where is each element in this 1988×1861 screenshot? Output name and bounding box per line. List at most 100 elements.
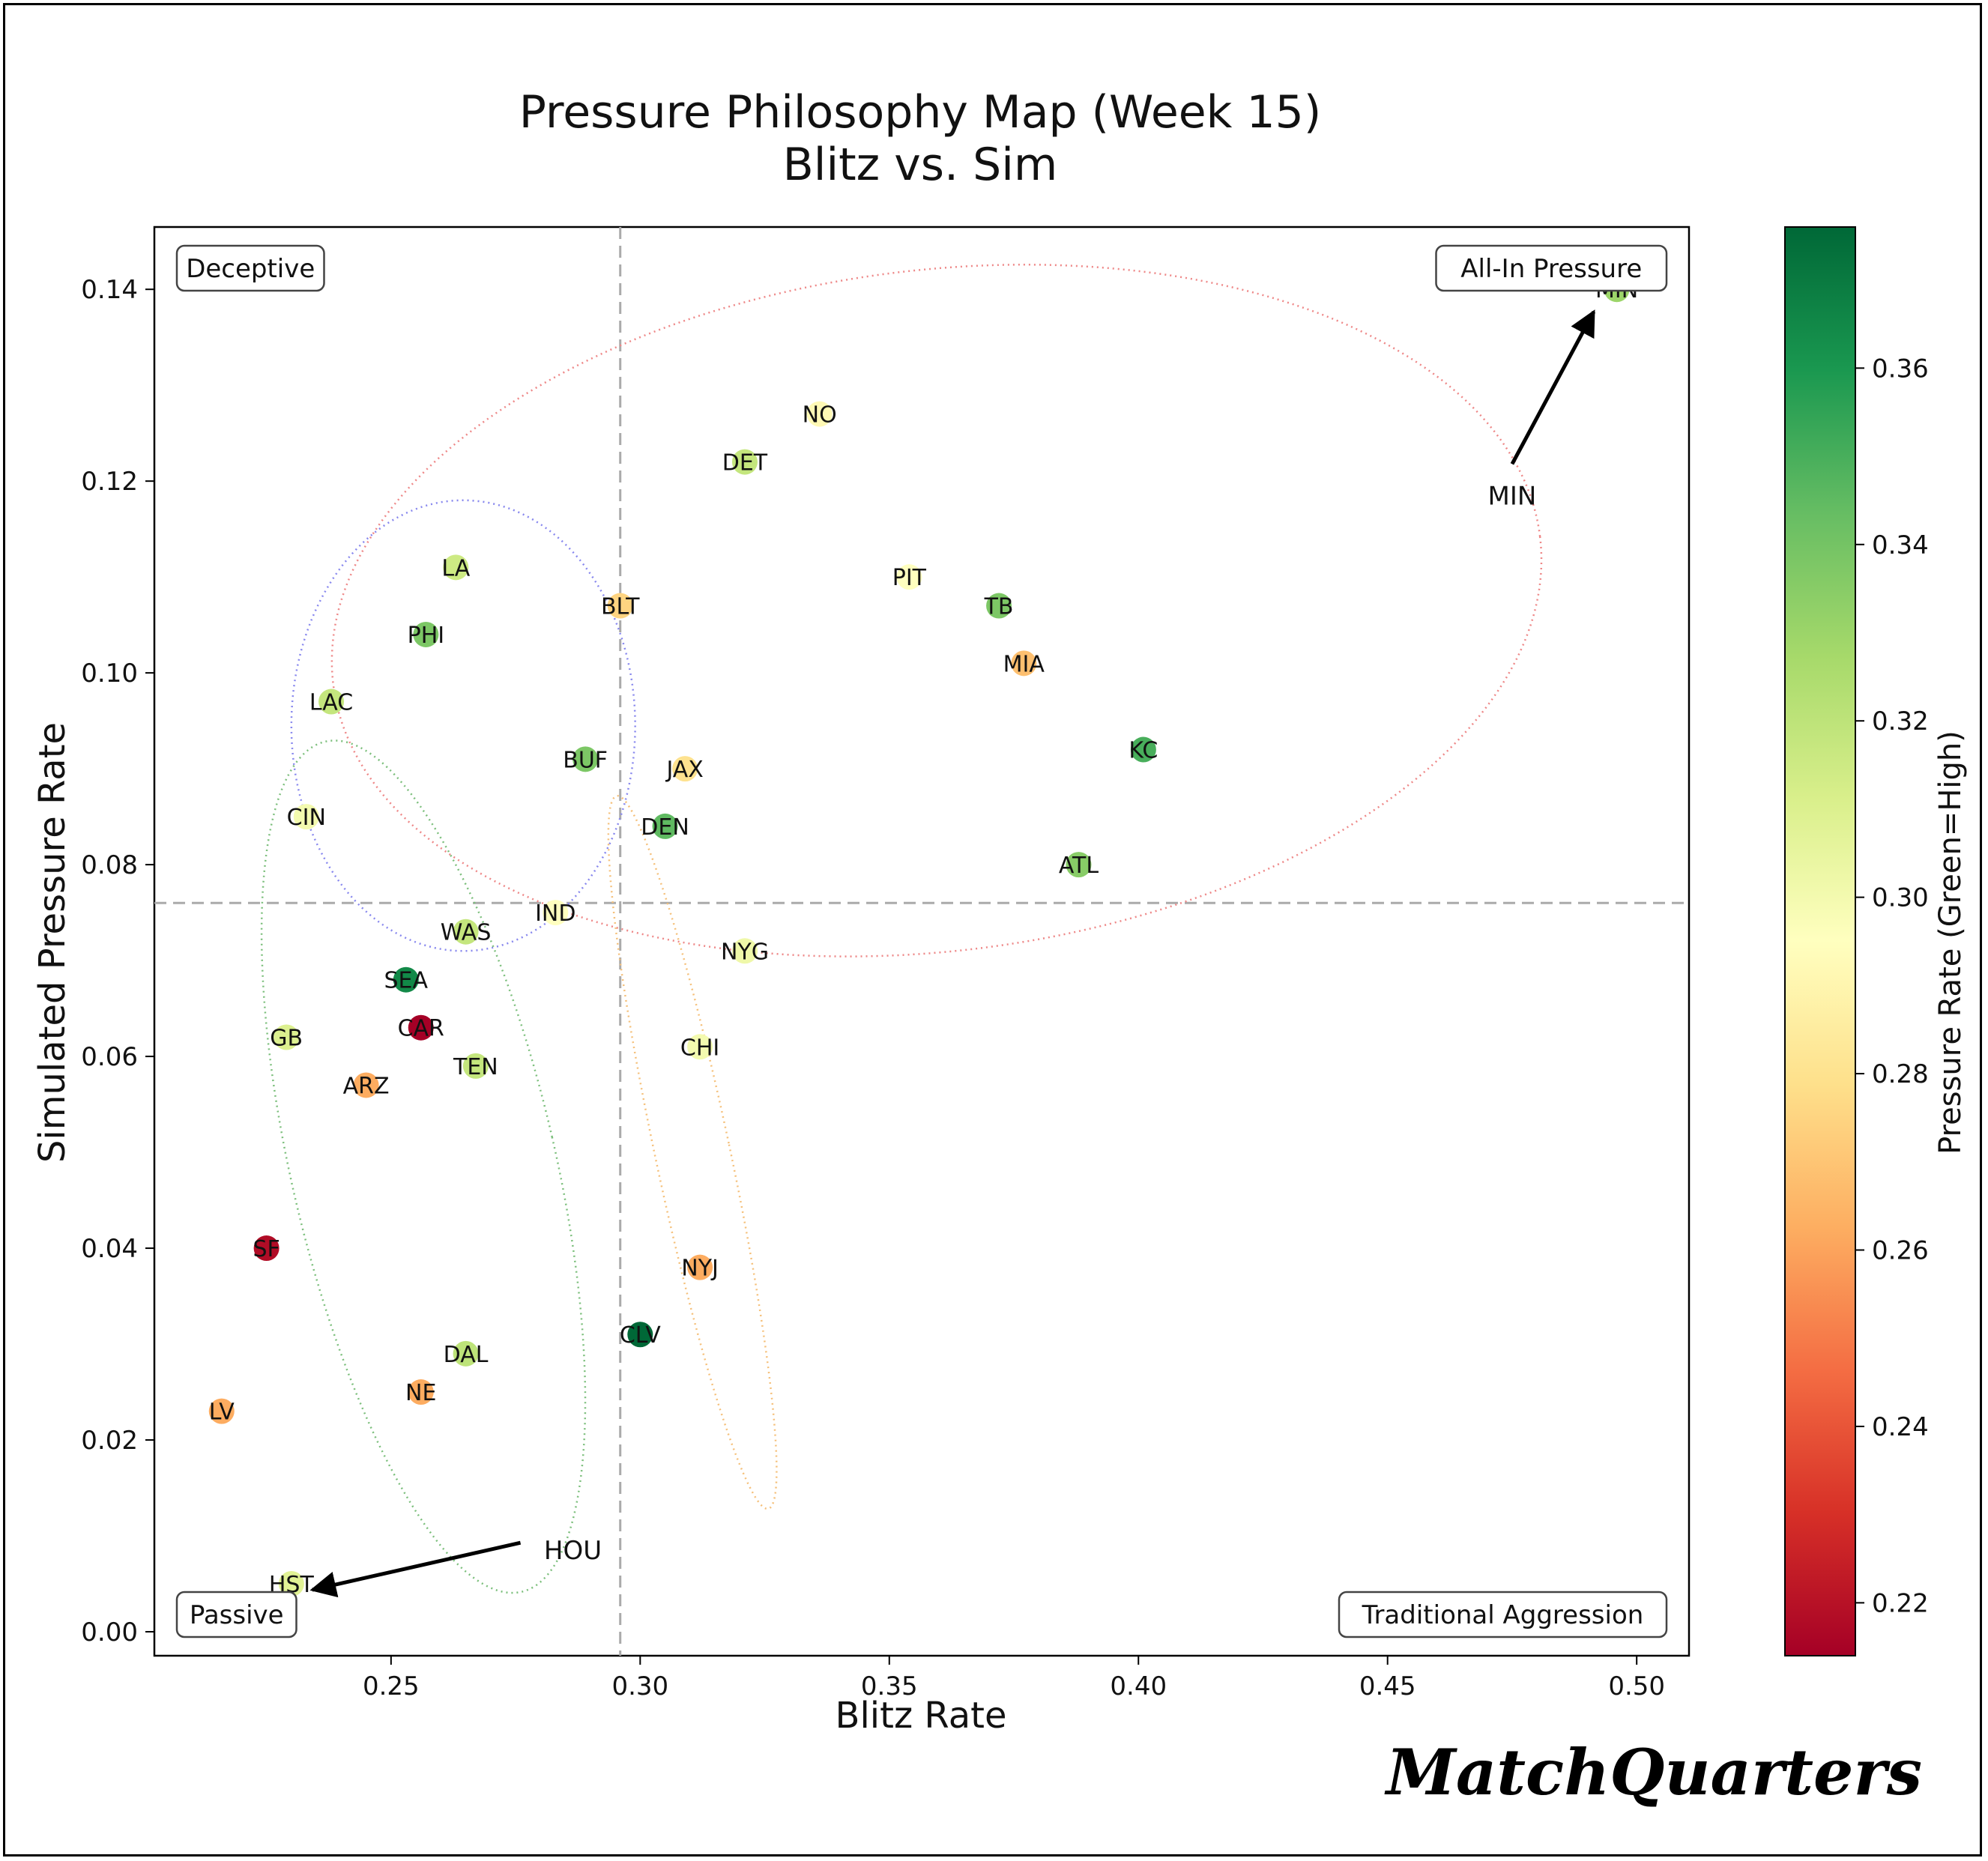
data-point-tb[interactable]	[986, 593, 1012, 619]
point-label-pit: PIT	[892, 565, 927, 591]
quadrant-label-box	[1338, 1591, 1668, 1638]
y-tick-label: 0.14	[81, 275, 138, 305]
data-point-cin[interactable]	[293, 804, 319, 830]
colorbar-tick-label: 0.30	[1872, 883, 1929, 913]
y-tick-label: 0.04	[81, 1234, 138, 1264]
x-axis-label: Blitz Rate	[836, 1695, 1007, 1737]
quadrant-label-top-left: Deceptive	[175, 244, 325, 292]
point-label-sea: SEA	[384, 968, 429, 994]
point-label-jax: JAX	[665, 757, 703, 783]
data-point-den[interactable]	[652, 813, 678, 839]
colorbar-tick-label: 0.34	[1872, 530, 1929, 560]
figure-frame	[3, 3, 1982, 1857]
data-point-no[interactable]	[806, 401, 833, 427]
point-label-no: NO	[803, 402, 837, 429]
cluster-ellipse-blue	[290, 499, 636, 952]
x-tick-label: 0.35	[861, 1671, 918, 1701]
point-label-blt: BLT	[601, 594, 640, 620]
quadrant-label-box	[1435, 244, 1668, 292]
data-point-was[interactable]	[453, 919, 479, 945]
point-label-car: CAR	[398, 1016, 444, 1042]
data-point-ten[interactable]	[462, 1053, 489, 1079]
cluster-ellipse-orange	[607, 794, 778, 1510]
point-label-cin: CIN	[287, 805, 326, 831]
data-point-nyg[interactable]	[731, 938, 758, 964]
y-tick-label: 0.00	[81, 1618, 138, 1647]
quadrant-label-text: Deceptive	[186, 254, 315, 284]
point-label-ne: NE	[405, 1380, 436, 1406]
point-label-buf: BUF	[563, 747, 608, 773]
point-label-chi: CHI	[680, 1035, 719, 1061]
data-point-clv[interactable]	[627, 1322, 653, 1348]
data-point-kc[interactable]	[1130, 736, 1156, 763]
y-axis-label: Simulated Pressure Rate	[31, 722, 73, 1163]
data-point-arz[interactable]	[353, 1072, 379, 1098]
data-point-gb[interactable]	[274, 1024, 300, 1050]
annotation-arrow-hou	[309, 1540, 522, 1598]
data-point-ne[interactable]	[408, 1379, 434, 1405]
colorbar-gradient	[1784, 226, 1856, 1656]
data-point-phi[interactable]	[413, 621, 439, 647]
colorbar-tick-label: 0.22	[1872, 1588, 1929, 1618]
y-tick-label: 0.12	[81, 467, 138, 497]
point-label-dal: DAL	[444, 1342, 489, 1368]
data-point-hst[interactable]	[278, 1571, 304, 1597]
y-tick-label: 0.10	[81, 659, 138, 689]
quadrant-label-bottom-left: Passive	[175, 1591, 297, 1638]
x-tick-label: 0.45	[1359, 1671, 1416, 1701]
point-label-ind: IND	[535, 901, 575, 927]
data-point-jax[interactable]	[672, 756, 698, 782]
colorbar-label: Pressure Rate (Green=High)	[1933, 730, 1968, 1155]
point-label-la: LA	[441, 555, 470, 581]
data-point-car[interactable]	[408, 1014, 434, 1041]
data-point-lac[interactable]	[318, 689, 345, 715]
point-label-lac: LAC	[309, 690, 353, 716]
point-label-gb: GB	[270, 1025, 303, 1051]
data-point-atl[interactable]	[1066, 852, 1092, 878]
colorbar-tick-label: 0.24	[1872, 1412, 1929, 1442]
colorbar-tick-label: 0.32	[1872, 706, 1929, 736]
data-point-buf[interactable]	[572, 746, 599, 772]
x-tick-label: 0.25	[363, 1671, 420, 1701]
annotation-arrow-min	[1510, 309, 1596, 465]
quadrant-label-text: All-In Pressure	[1460, 254, 1642, 284]
quadrant-label-top-right: All-In Pressure	[1435, 244, 1668, 292]
point-label-det: DET	[722, 450, 768, 476]
data-point-det[interactable]	[731, 449, 758, 475]
x-tick-label: 0.30	[611, 1671, 668, 1701]
chart-title: Pressure Philosophy Map (Week 15)	[519, 86, 1322, 139]
quadrant-label-box	[175, 1591, 297, 1638]
y-tick-label: 0.06	[81, 1042, 138, 1072]
data-point-ind[interactable]	[543, 900, 569, 926]
data-point-la[interactable]	[443, 554, 469, 581]
x-tick-label: 0.50	[1608, 1671, 1665, 1701]
data-point-lv[interactable]	[208, 1398, 235, 1424]
data-point-mia[interactable]	[1011, 650, 1037, 677]
cluster-ellipse-red	[330, 264, 1543, 957]
colorbar: 0.22 0.24 0.26 0.28 0.30 0.32 0.34 0.36	[1784, 226, 1929, 1656]
data-point-dal[interactable]	[453, 1340, 479, 1367]
chart-subtitle: Blitz vs. Sim	[783, 139, 1058, 191]
point-label-sf: SF	[253, 1236, 280, 1262]
data-point-sea[interactable]	[393, 966, 419, 993]
cluster-ellipse-green	[260, 739, 587, 1594]
colorbar-tick-label: 0.28	[1872, 1059, 1929, 1089]
brand-logo: MatchQuarters	[1384, 1735, 1922, 1809]
data-point-chi[interactable]	[687, 1034, 713, 1060]
quadrant-label-text: Passive	[190, 1600, 284, 1630]
point-label-ten: TEN	[453, 1054, 498, 1080]
data-point-blt[interactable]	[607, 593, 633, 619]
plot-area: 0.25 0.30 0.35 0.40 0.45 0.50 0.00 0.02 0.04 0.06…	[81, 226, 1691, 1701]
y-tick-label: 0.08	[81, 850, 138, 880]
point-label-mia: MIA	[1003, 651, 1045, 677]
plot-frame	[153, 226, 1691, 1657]
data-point-nyj[interactable]	[687, 1254, 713, 1280]
point-label-lv: LV	[209, 1399, 235, 1426]
point-label-kc: KC	[1129, 738, 1158, 764]
point-label-tb: TB	[984, 594, 1014, 620]
point-label-nyj: NYJ	[681, 1256, 719, 1282]
data-point-pit[interactable]	[896, 564, 922, 590]
point-label-den: DEN	[641, 814, 689, 841]
data-point-sf[interactable]	[253, 1235, 280, 1262]
